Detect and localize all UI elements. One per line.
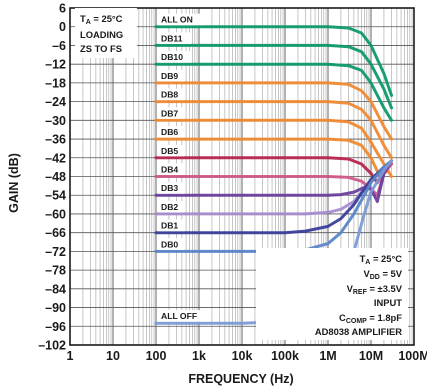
series-label-db6: DB6 <box>161 127 178 137</box>
x-tick-label: 1M <box>319 349 336 363</box>
series-line-db9 <box>154 81 393 141</box>
x-axis-label: FREQUENCY (Hz) <box>188 372 293 386</box>
y-tick-label: –42 <box>45 151 66 165</box>
y-tick-label: 0 <box>59 20 66 34</box>
y-tick-label: –36 <box>45 133 66 147</box>
y-tick-label: –6 <box>52 39 66 53</box>
x-tick-label: 100k <box>271 349 299 363</box>
series-label-all-off: ALL OFF <box>161 311 197 321</box>
series-label-bg <box>158 13 204 26</box>
series-label-bg <box>158 219 185 232</box>
series-label-db5: DB5 <box>161 146 178 156</box>
series-label-db11: DB11 <box>161 33 183 43</box>
annotation-temperature: TA = 25°C <box>80 13 123 26</box>
x-tick-label: 10M <box>359 349 383 363</box>
plot-frame <box>69 7 415 346</box>
series-lines <box>154 25 393 325</box>
y-tick-label: –84 <box>45 282 66 296</box>
annotation-conditions: TA = 25°C VDD = 5V VREF = ±3.5V INPUT CC… <box>256 248 408 340</box>
series-label-db2: DB2 <box>161 202 178 212</box>
series-label-bg <box>158 88 185 101</box>
y-tick-label: –60 <box>45 207 66 221</box>
series-label-db8: DB8 <box>161 90 178 100</box>
series-label-all-on: ALL ON <box>161 15 193 25</box>
series-label-db4: DB4 <box>161 165 178 175</box>
x-tick-label: 10k <box>232 349 253 363</box>
series-label-bg <box>158 69 185 82</box>
y-tick-label: –102 <box>38 339 66 353</box>
annotation-loading: LOADING <box>80 29 123 40</box>
series-label-db0: DB0 <box>161 239 178 249</box>
y-tick-label: –90 <box>45 301 66 315</box>
series-label-bg <box>158 163 185 175</box>
series-labels: ALL ON DB11 DB10 DB9 DB8 DB7 DB6 DB5 DB4 DB3 DB2 DB… <box>158 13 210 322</box>
x-tick-label: 100 <box>146 349 167 363</box>
annotation-top-left: TA = 25°C LOADING ZS TO FS <box>75 8 137 58</box>
series-label-db3: DB3 <box>161 183 178 193</box>
series-label-bg <box>158 126 185 138</box>
y-tick-labels: 6 0 –6 –12 –18 –24 –30 –36 –42 –48 –54 –60 –66 –72 –78… <box>38 2 66 353</box>
y-tick-label: –66 <box>45 226 66 240</box>
x-tick-label: 10 <box>106 349 120 363</box>
series-label-db9: DB9 <box>161 71 178 81</box>
series-line-db10 <box>154 62 393 122</box>
series-label-db7: DB7 <box>161 108 178 118</box>
y-tick-label: –24 <box>45 95 66 109</box>
cond-ta: TA = 25°C <box>360 253 403 266</box>
y-axis-label: GAIN (dB) <box>7 153 21 213</box>
series-label-bg <box>158 144 185 157</box>
x-tick-labels: 1 10 100 1k 10k 100k 1M 10M 100M <box>67 349 427 363</box>
series-label-bg <box>158 107 185 119</box>
series-label-bg <box>158 51 191 63</box>
cond-input: INPUT <box>374 297 402 308</box>
series-label-db10: DB10 <box>161 52 183 62</box>
annotation-zs-to-fs: ZS TO FS <box>80 43 122 54</box>
series-label-bg <box>158 310 210 322</box>
series-line-db11 <box>154 43 393 110</box>
series-line-db7 <box>154 118 393 178</box>
series-line-all-on <box>154 25 393 97</box>
y-tick-label: –12 <box>45 58 66 72</box>
y-tick-label: –78 <box>45 264 66 278</box>
series-label-bg <box>158 182 185 194</box>
y-tick-label: –96 <box>45 320 66 334</box>
y-tick-label: 6 <box>59 2 66 16</box>
y-tick-label: –48 <box>45 170 66 184</box>
y-tick-label: –72 <box>45 245 66 259</box>
y-tick-label: –54 <box>45 189 66 203</box>
x-tick-label: 100M <box>398 349 427 363</box>
x-tick-label: 1 <box>67 349 74 363</box>
series-label-bg <box>158 200 185 213</box>
series-label-db1: DB1 <box>161 221 178 231</box>
y-tick-label: –30 <box>45 114 66 128</box>
cond-amplifier: AD8038 AMPLIFIER <box>315 326 402 337</box>
series-label-bg <box>158 238 185 250</box>
x-tick-label: 1k <box>192 349 206 363</box>
series-label-bg <box>158 32 191 44</box>
series-line-db8 <box>154 100 393 160</box>
y-tick-label: –18 <box>45 76 66 90</box>
